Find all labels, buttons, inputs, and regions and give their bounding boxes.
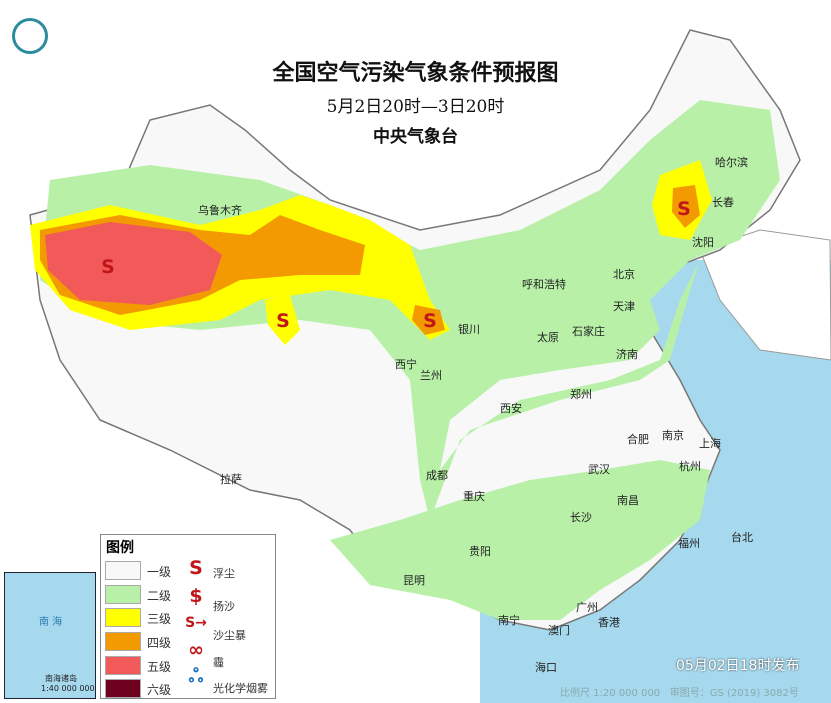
legend: 图例 一级 二级 三级 四级 五级 六级 S $ S→ ∞ ஃ 浮尘 扬沙 沙尘… xyxy=(100,534,276,699)
publish-time: 05月02日18时发布 xyxy=(676,658,800,674)
level3-zone-small xyxy=(265,295,300,345)
floating-dust-icon: S xyxy=(423,310,437,332)
legend-level-label: 一级 xyxy=(147,565,172,579)
city-label: 乌鲁木齐 xyxy=(198,204,242,217)
legend-level-label: 四级 xyxy=(147,636,172,650)
city-label: 澳门 xyxy=(548,624,570,637)
map-period: 5月2日20时—3日20时 xyxy=(326,97,505,117)
city-label: 兰州 xyxy=(420,369,442,382)
scale-and-approval: 比例尺 1:20 000 000 审图号：GS (2019) 3082号 xyxy=(560,684,799,699)
map-issuer: 中央气象台 xyxy=(373,127,458,147)
legend-symbol-label: 光化学烟雾 xyxy=(213,682,268,695)
city-label: 济南 xyxy=(616,348,638,361)
city-label: 武汉 xyxy=(588,463,610,476)
legend-symbol-label: 沙尘暴 xyxy=(213,629,246,642)
legend-title: 图例 xyxy=(106,540,134,556)
inset-sea-label: 南 海 xyxy=(39,617,63,628)
city-label: 重庆 xyxy=(463,490,485,503)
level4-zone-small xyxy=(412,305,445,335)
floating-dust-icon: S xyxy=(276,310,290,332)
city-label: 哈尔滨 xyxy=(715,156,748,169)
city-label: 杭州 xyxy=(679,460,701,473)
legend-swatch-level5 xyxy=(105,656,141,675)
inset-scale: 1:40 000 000 xyxy=(41,684,95,693)
south-china-sea-inset: 南 海 南海诸岛 1:40 000 000 xyxy=(4,572,96,699)
city-label: 福州 xyxy=(678,537,700,550)
city-label: 太原 xyxy=(537,331,559,344)
korea-land xyxy=(699,229,831,361)
city-label: 贵阳 xyxy=(469,545,491,558)
legend-symbol-label: 扬沙 xyxy=(213,600,235,613)
city-label: 西安 xyxy=(500,402,522,415)
sandstorm-icon: S→ xyxy=(185,615,207,631)
city-label: 台北 xyxy=(731,531,753,544)
city-label: 合肥 xyxy=(627,433,649,446)
city-label: 昆明 xyxy=(403,574,425,587)
map-title: 全国空气污染气象条件预报图 xyxy=(272,61,559,86)
city-label: 南昌 xyxy=(617,494,639,507)
city-label: 北京 xyxy=(613,268,635,281)
city-label: 海口 xyxy=(535,661,557,674)
legend-symbol-label: 浮尘 xyxy=(213,567,235,580)
blowing-sand-icon: $ xyxy=(189,585,203,607)
legend-level-label: 二级 xyxy=(147,589,172,603)
legend-swatch-level1 xyxy=(105,561,141,580)
city-label: 石家庄 xyxy=(572,325,605,338)
haze-icon: ∞ xyxy=(188,639,204,661)
city-label: 沈阳 xyxy=(692,236,714,249)
level4-zone-ne xyxy=(672,185,700,228)
city-label: 香港 xyxy=(598,616,620,629)
floating-dust-icon: S xyxy=(101,256,115,278)
approval-number: 审图号：GS (2019) 3082号 xyxy=(669,688,799,699)
city-label: 西宁 xyxy=(395,358,417,371)
city-label: 南宁 xyxy=(498,614,520,627)
inset-islands-label: 南海诸岛 xyxy=(45,674,77,683)
legend-symbol-label: 霾 xyxy=(213,656,224,669)
city-label: 长春 xyxy=(712,196,734,209)
photochemical-smog-icon: ஃ xyxy=(188,665,204,687)
legend-level-label: 三级 xyxy=(147,612,172,626)
city-label: 长沙 xyxy=(570,511,592,524)
city-label: 银川 xyxy=(458,323,480,336)
legend-level-label: 六级 xyxy=(147,683,172,697)
level2-zone-south xyxy=(330,460,710,620)
city-label: 上海 xyxy=(699,437,721,450)
legend-swatch-level6 xyxy=(105,679,141,698)
legend-swatch-level2 xyxy=(105,585,141,604)
city-label: 拉萨 xyxy=(220,473,242,486)
city-label: 南京 xyxy=(662,429,684,442)
legend-swatch-level3 xyxy=(105,608,141,627)
floating-dust-icon: S xyxy=(677,198,691,220)
city-label: 广州 xyxy=(576,601,598,614)
logo xyxy=(12,18,48,54)
city-label: 郑州 xyxy=(570,388,592,401)
level5-zone xyxy=(45,222,222,305)
city-label: 成都 xyxy=(426,469,448,482)
map-scale: 比例尺 1:20 000 000 xyxy=(560,688,661,699)
floating-dust-icon: S xyxy=(189,557,203,579)
legend-level-label: 五级 xyxy=(147,660,172,674)
city-label: 天津 xyxy=(613,300,635,313)
legend-swatch-level4 xyxy=(105,632,141,651)
city-label: 呼和浩特 xyxy=(522,278,566,291)
